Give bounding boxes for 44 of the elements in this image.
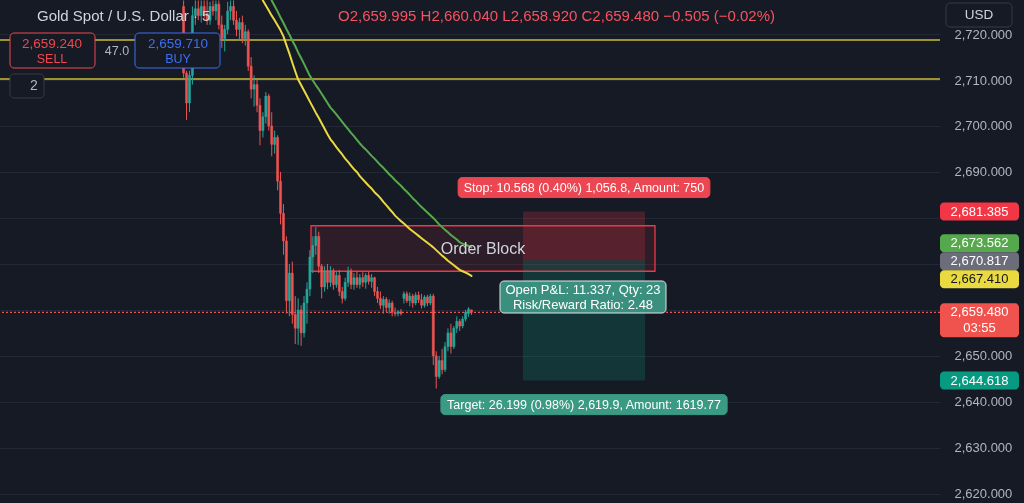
candlestick xyxy=(273,130,276,155)
candlestick xyxy=(437,355,441,380)
candlestick xyxy=(352,272,356,291)
y-tick-label: 2,650.000 xyxy=(954,348,1013,364)
candlestick xyxy=(329,265,332,288)
candlestick xyxy=(323,265,326,292)
text: 2,673.562 xyxy=(950,235,1009,251)
candlestick xyxy=(252,74,256,108)
annotation: 2 xyxy=(30,77,39,93)
band-label: Stop: 10.568 (0.40%) 1,056.8, Amount: 750 xyxy=(463,180,705,195)
annotation: BUY xyxy=(165,52,192,66)
annotation: Open P&L: 11.337, Qty: 23 xyxy=(505,282,661,297)
annotation: Risk/Reward Ratio: 2.48 xyxy=(512,297,654,312)
text: 2,670.817 xyxy=(950,253,1009,269)
annotation: SELL xyxy=(36,52,68,66)
text: USD xyxy=(964,7,994,22)
ref-line-label: 2,659.480 xyxy=(950,304,1009,320)
y-tick-label: 2,620.000 xyxy=(954,486,1013,502)
candlestick xyxy=(326,263,329,290)
band-label: Order Block xyxy=(440,239,527,257)
annotation: 47.0 xyxy=(104,44,130,58)
text: 2,681.385 xyxy=(950,203,1009,219)
candlestick xyxy=(211,0,215,17)
y-tick-label: 2,710.000 xyxy=(954,72,1013,88)
y-tick-label: 2,700.000 xyxy=(954,118,1013,134)
candlestick xyxy=(238,17,241,42)
candlestick xyxy=(396,309,400,317)
y-tick-label: 2,630.000 xyxy=(954,440,1013,456)
text: 03:55 xyxy=(963,320,996,336)
candlestick xyxy=(196,0,200,21)
annotation: 2,659.710 xyxy=(147,36,209,51)
candlestick xyxy=(440,348,444,375)
text: O2,659.995 H2,660.040 L2,658.920 C2,659.480 −0.505 (−0.02%) xyxy=(338,7,776,24)
y-tick-label: 2,690.000 xyxy=(954,164,1013,180)
candlestick xyxy=(299,304,303,347)
annotation: 2,659.240 xyxy=(21,36,83,51)
y-tick-label: 2,640.000 xyxy=(954,394,1013,410)
text: 2,644.618 xyxy=(950,372,1009,388)
candlestick xyxy=(349,268,353,290)
band-label: Target: 26.199 (0.98%) 2,619.9, Amount: 1619.77 xyxy=(447,397,721,412)
text: 2,667.410 xyxy=(950,271,1009,287)
candlestick xyxy=(241,15,244,44)
y-tick-label: 2,720.000 xyxy=(954,26,1013,42)
candlestick xyxy=(449,323,453,355)
